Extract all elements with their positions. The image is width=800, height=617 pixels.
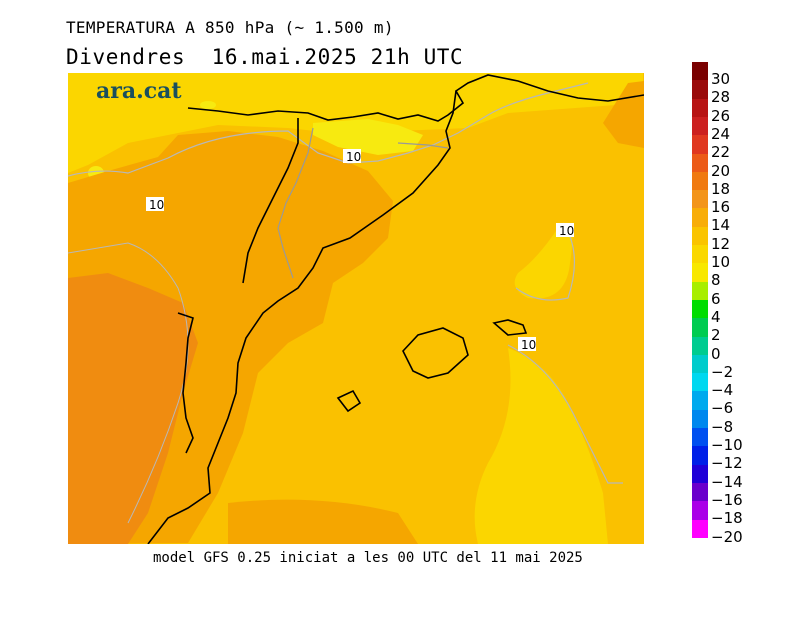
scale-swatch [692,281,708,301]
scale-swatch [692,62,708,81]
contour-10-north [68,82,589,177]
scale-swatch [692,482,708,502]
color-scale: 30 28 26 24 22 20 18 16 14 12 10 8 6 4 2 0 −2 −4 −6 −8 −10 −1… [692,62,800,556]
contour-label-box-3 [556,223,574,237]
scale-swatch [692,446,708,466]
border-region-gray-2 [397,142,449,149]
scale-swatch [692,354,708,374]
border-spain-france [242,118,299,284]
contour-label-box-2 [146,197,164,211]
scale-swatch [692,263,708,283]
scale-swatch [692,464,708,484]
scale-swatch [692,80,708,100]
logo: ara.cat [96,78,182,104]
scale-label: 8 [711,271,721,290]
shade-ne-orange [603,81,644,148]
map-title: TEMPERATURA A 850 hPa (~ 1.500 m) [66,18,394,37]
scale-label: −18 [711,509,743,528]
scale-label: 14 [711,216,731,235]
scale-swatch [692,501,708,520]
scale-label: 24 [711,124,731,143]
island-mallorca [402,327,469,379]
contour-label-box-1 [343,149,361,163]
island-menorca [492,319,528,336]
scale-swatch [692,226,708,246]
scale-label: 10 [711,253,731,271]
coastline-france-spain [187,74,644,122]
scale-label: 30 [711,70,731,88]
scale-label: 6 [711,289,721,308]
coastline-catalonia [147,90,457,544]
scale-swatch [692,98,708,118]
scale-label: −20 [711,527,743,546]
scale-swatch [692,190,708,209]
shade-med-yellow-1 [514,224,573,299]
scale-label: −8 [711,417,734,436]
contour-label-4: 10 [521,338,536,352]
scale-label: 12 [711,234,731,253]
shade-light-core [313,119,423,155]
scale-swatch [692,299,708,319]
scale-label: −4 [711,381,734,400]
scale-label: −16 [711,490,743,509]
scale-swatch [692,116,708,136]
border-portugal [177,312,194,454]
scale-swatch [692,153,708,173]
scale-label: 26 [711,106,731,125]
contour-label-box-4 [518,337,536,351]
scale-swatch [692,171,708,191]
scale-label: 16 [711,198,731,217]
scale-swatch [692,519,708,539]
scale-label: 2 [711,326,721,345]
contour-10-east [515,222,576,301]
scale-swatch [692,428,708,447]
island-ibiza [336,389,362,413]
shade-west-deep-orange [68,273,198,544]
scale-swatch [692,135,708,154]
scale-swatch [692,318,708,337]
scale-label: 22 [711,143,731,162]
scale-label: 4 [711,307,721,326]
contour-label-3: 10 [559,224,574,238]
scale-label: −6 [711,399,734,418]
shade-light-spot-2 [200,101,216,109]
model-info: model GFS 0.25 iniciat a les 00 UTC del … [153,550,583,566]
contour-14-west [68,242,189,524]
scale-label: −12 [711,454,743,473]
scale-label: −2 [711,362,734,381]
scale-label: −10 [711,436,743,454]
scale-label: 20 [711,161,731,180]
scale-label: 0 [711,344,721,363]
scale-swatch [692,208,708,228]
shade-med-yellow-2 [474,348,608,544]
contour-label-2: 10 [149,198,164,212]
scale-swatch [692,391,708,411]
forecast-date: Divendres 16.mai.2025 21h UTC [66,45,464,69]
scale-label: 28 [711,88,731,107]
border-region-gray [277,127,314,279]
temperature-map: 10 10 10 10 ara.cat [68,73,644,544]
shade-sw-orange [228,499,418,544]
scale-swatch [692,373,708,392]
contour-10-southeast [507,344,623,484]
scale-label: 18 [711,179,731,198]
scale-swatch [692,409,708,429]
scale-swatch [692,336,708,356]
scale-label: −14 [711,472,743,491]
contour-label-1: 10 [346,150,361,164]
scale-swatch [692,245,708,264]
